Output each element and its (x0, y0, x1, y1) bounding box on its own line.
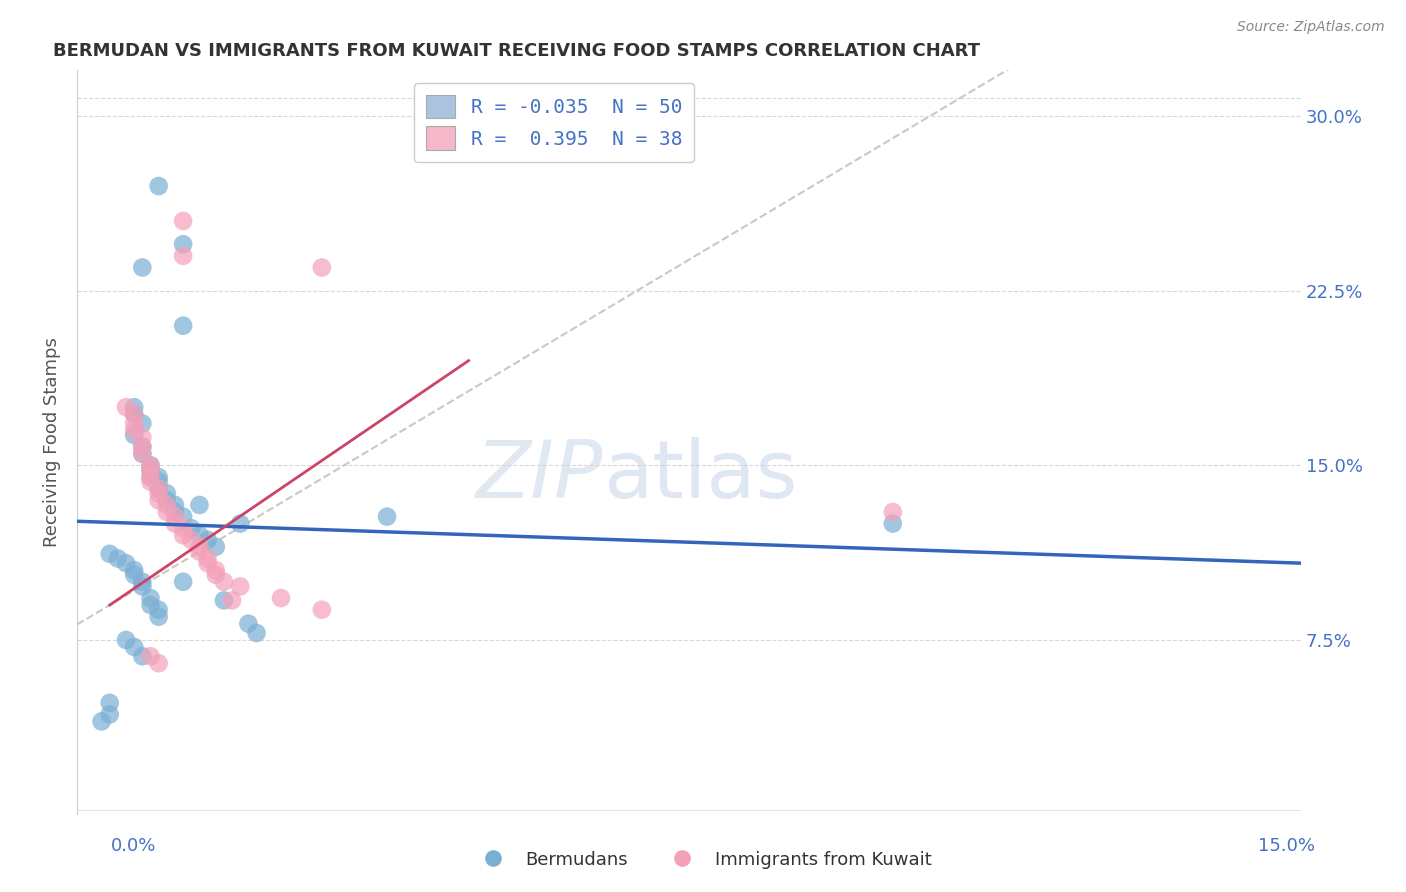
Point (122, 400, 145, 414)
Point (188, 540, 211, 554)
Legend: Bermudans, Immigrants from Kuwait: Bermudans, Immigrants from Kuwait (467, 844, 939, 876)
Point (122, 424, 145, 438)
Point (172, 318, 194, 333)
Point (131, 649, 153, 664)
Point (180, 533, 202, 547)
Point (156, 505, 179, 519)
Point (156, 498, 179, 512)
Point (148, 603, 170, 617)
Text: BERMUDAN VS IMMIGRANTS FROM KUWAIT RECEIVING FOOD STAMPS CORRELATION CHART: BERMUDAN VS IMMIGRANTS FROM KUWAIT RECEI… (52, 42, 980, 60)
Point (229, 516, 252, 531)
Text: 15.0%: 15.0% (1258, 837, 1315, 855)
Point (204, 540, 226, 554)
Y-axis label: Receiving Food Stamps: Receiving Food Stamps (44, 337, 60, 547)
Point (172, 528, 194, 542)
Point (197, 551, 219, 566)
Point (131, 440, 153, 454)
Text: ZIP: ZIP (475, 436, 603, 515)
Point (163, 505, 186, 519)
Point (172, 509, 194, 524)
Point (122, 563, 145, 577)
Point (131, 260, 153, 275)
Point (131, 579, 153, 593)
Point (163, 509, 186, 524)
Point (148, 475, 170, 489)
Point (148, 179, 170, 194)
Point (131, 417, 153, 431)
Point (204, 567, 226, 582)
Point (98, 547, 121, 561)
Point (148, 486, 170, 500)
Point (245, 626, 267, 640)
Point (172, 521, 194, 535)
Point (139, 470, 162, 484)
Point (131, 440, 153, 454)
Point (139, 649, 162, 664)
Point (197, 556, 219, 570)
Point (375, 509, 398, 524)
Point (311, 260, 333, 275)
Point (156, 486, 179, 500)
Point (311, 603, 333, 617)
Point (180, 521, 202, 535)
Point (139, 458, 162, 473)
Point (163, 498, 186, 512)
Point (98, 696, 121, 710)
Point (172, 214, 194, 228)
Legend: R = -0.035  N = 50, R =  0.395  N = 38: R = -0.035 N = 50, R = 0.395 N = 38 (415, 83, 695, 161)
Point (122, 567, 145, 582)
Point (139, 458, 162, 473)
Point (148, 493, 170, 508)
Point (131, 447, 153, 461)
Point (212, 593, 235, 607)
Point (122, 407, 145, 421)
Point (163, 516, 186, 531)
Point (107, 551, 129, 566)
Point (115, 400, 138, 414)
Point (122, 417, 145, 431)
Point (188, 498, 211, 512)
Point (131, 574, 153, 589)
Text: Source: ZipAtlas.com: Source: ZipAtlas.com (1237, 20, 1385, 34)
Point (882, 505, 904, 519)
Point (139, 463, 162, 477)
Point (131, 430, 153, 444)
Point (131, 447, 153, 461)
Point (139, 470, 162, 484)
Point (122, 407, 145, 421)
Point (172, 249, 194, 263)
Point (90, 714, 112, 729)
Point (115, 556, 138, 570)
Point (148, 482, 170, 496)
Point (172, 237, 194, 252)
Text: atlas: atlas (603, 436, 797, 515)
Point (238, 616, 260, 631)
Point (882, 516, 904, 531)
Point (270, 591, 292, 605)
Point (188, 544, 211, 558)
Point (98, 707, 121, 722)
Point (148, 482, 170, 496)
Point (148, 470, 170, 484)
Point (156, 493, 179, 508)
Point (221, 593, 243, 607)
Point (115, 632, 138, 647)
Point (148, 657, 170, 671)
Point (139, 463, 162, 477)
Point (139, 591, 162, 605)
Point (204, 563, 226, 577)
Point (197, 533, 219, 547)
Point (139, 475, 162, 489)
Point (188, 528, 211, 542)
Point (122, 428, 145, 442)
Text: 0.0%: 0.0% (111, 837, 156, 855)
Point (122, 640, 145, 654)
Point (229, 579, 252, 593)
Point (172, 574, 194, 589)
Point (139, 598, 162, 612)
Point (148, 609, 170, 624)
Point (212, 574, 235, 589)
